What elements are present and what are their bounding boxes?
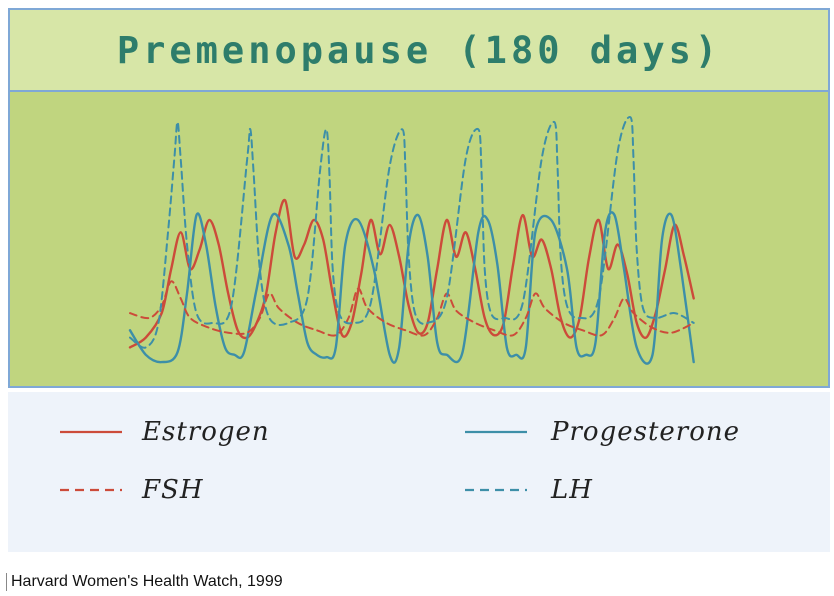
legend: Estrogen Progesterone FSH LH (8, 392, 830, 552)
series-line-progesterone (128, 211, 695, 365)
series-line-fsh (129, 280, 695, 337)
source-credit: Harvard Women's Health Watch, 1999 (6, 573, 283, 591)
title-band: Premenopause (180 days) (10, 10, 828, 92)
legend-label-progesterone: Progesterone (551, 417, 740, 447)
chart-figure: Premenopause (180 days) (8, 8, 830, 388)
legend-swatch-fsh (60, 488, 122, 492)
legend-item-lh: LH (465, 470, 593, 510)
plot-area (10, 92, 828, 386)
series-line-lh (129, 116, 695, 349)
series-line-estrogen (128, 198, 695, 349)
plot-svg (128, 116, 695, 365)
legend-item-fsh: FSH (60, 470, 204, 510)
legend-label-estrogen: Estrogen (142, 417, 270, 447)
legend-item-estrogen: Estrogen (60, 412, 270, 452)
legend-label-lh: LH (551, 475, 593, 505)
legend-item-progesterone: Progesterone (465, 412, 740, 452)
legend-swatch-progesterone (465, 430, 527, 434)
legend-label-fsh: FSH (142, 475, 204, 505)
legend-swatch-lh (465, 488, 527, 492)
chart-title: Premenopause (180 days) (116, 28, 722, 72)
legend-swatch-estrogen (60, 430, 122, 434)
